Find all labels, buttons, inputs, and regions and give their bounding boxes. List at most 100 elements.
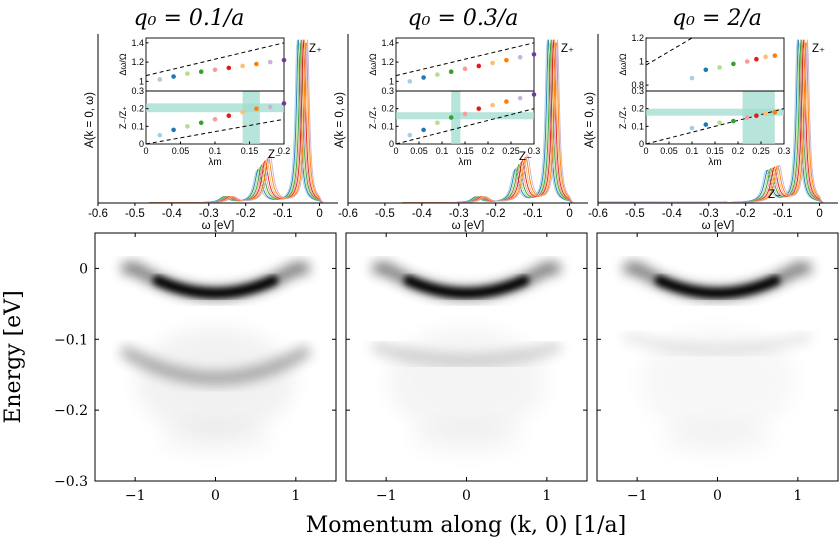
inset-xlabel: λm [458, 157, 471, 168]
x-tick-label: -0.3 [199, 208, 219, 220]
inset-shade-horizontal [646, 108, 784, 116]
heatmap-continuum-low [660, 421, 776, 456]
heatmap-x-tick-label: 1 [291, 488, 300, 504]
heatmap-ylabel: Energy [eV] [1, 290, 26, 423]
inset-point-bottom [185, 124, 190, 129]
inset-bottom-y-tick-label: 0.3 [631, 86, 644, 96]
spectral-xlabel-3: ω [eV] [702, 220, 735, 232]
inset-3: 0 0.05 0.1 0.15 0.2 0.25 0.3 λm 0.8 1 1.2 0 0.1 0.2 0.… [618, 33, 790, 168]
heatmap-y-tick-label: −0.3 [54, 474, 88, 490]
x-tick-label: -0.6 [88, 208, 108, 220]
panel-title-2: q₀ = 0.3/a [408, 6, 519, 31]
spectral-curve [598, 39, 838, 204]
inset-x-tick-label: 0.1 [209, 146, 222, 156]
inset-point-top [490, 60, 495, 66]
x-tick-label: 0 [566, 208, 572, 220]
inset-x-tick-label: 0.05 [410, 146, 428, 156]
inset-bottom-y-tick-label: 0.1 [381, 121, 394, 131]
inset-bottom-y-tick-label: 0 [389, 139, 394, 149]
inset-point-top [504, 57, 509, 63]
inset-point-bottom [267, 104, 273, 110]
heatmap-xlabel: Momentum along (k, 0) [1/a] [306, 513, 627, 538]
heatmap-replica-band [622, 330, 813, 357]
inset-point-bottom [435, 120, 440, 126]
inset-bottom-y-tick-label: 0.3 [381, 86, 394, 96]
inset-point-top [435, 72, 440, 77]
inset-top-ylabel: Δω/Ω [118, 53, 128, 76]
inset-point-top [476, 63, 482, 69]
inset-point-bottom [198, 120, 204, 126]
inset-bottom-y-tick-label: 0.2 [381, 104, 394, 114]
heatmap-main-band [403, 275, 530, 299]
heatmap-x-tick-label: 1 [793, 488, 802, 504]
inset-bottom-dashed-line [395, 108, 535, 145]
heatmap-replica-band [371, 341, 562, 368]
inset-point-top [212, 67, 218, 73]
inset-point-top [185, 71, 190, 76]
x-tick-label: -0.1 [773, 208, 793, 220]
inset-point-bottom [171, 127, 176, 133]
inset-point-bottom [703, 122, 709, 127]
inset-x-tick-label: 0 [643, 146, 648, 156]
inset-x-tick-label: 0 [143, 146, 148, 156]
inset-top-dashed-line [145, 42, 285, 77]
inset-point-top [171, 74, 176, 79]
heatmap-x-tick-label: −1 [376, 488, 397, 504]
spectral-ylabel-3: A(k = 0, ω) [584, 92, 596, 148]
inset-top-ylabel: Δω/Ω [618, 53, 628, 76]
peak-label-zplus-2: Z₊ [561, 43, 574, 55]
inset-point-bottom [689, 125, 695, 131]
inset-point-top [267, 59, 273, 65]
inset-shade-vertical [242, 91, 260, 144]
x-tick-label: -0.5 [625, 208, 645, 220]
inset-point-bottom [476, 106, 482, 111]
inset-bottom-y-tick-label: 0.3 [131, 86, 144, 96]
spectral-xlabel-1: ω [eV] [202, 220, 235, 232]
x-tick-label: -0.2 [236, 208, 256, 220]
inset-point-bottom [763, 111, 768, 117]
inset-bottom-ylabel: Z₋/Z₊ [368, 106, 378, 129]
inset-bottom-y-tick-label: 0.2 [631, 104, 644, 114]
inset-bottom-y-tick-label: 0 [639, 139, 644, 149]
inset-bottom-dashed-line [645, 108, 785, 145]
inset-top-y-tick-label: 1.2 [381, 57, 394, 67]
inset-x-tick-label: 0.05 [172, 146, 190, 156]
inset-point-top [226, 65, 232, 71]
inset-point-bottom [754, 113, 759, 119]
heatmap-y-tick-label: −0.2 [54, 403, 88, 419]
spectral-xticks-2: -0.6 -0.5 -0.4 -0.3 -0.2 -0.1 0 [338, 203, 573, 220]
spectral-panel-2: -0.6 -0.5 -0.4 -0.3 -0.2 -0.1 0 ω [eV] A(k = 0… [334, 34, 588, 232]
heatmap-continuum-low [409, 421, 525, 456]
inset-x-tick-label: 0.15 [456, 146, 474, 156]
inset-top-y-tick-label: 1.2 [631, 33, 644, 43]
inset-x-tick-label: 0.25 [502, 146, 520, 156]
inset-point-bottom [407, 132, 413, 138]
spectral-panel-3: -0.6 -0.5 -0.4 -0.3 -0.2 -0.1 0 ω [eV] A(k = 0… [584, 33, 838, 232]
inset-x-tick-label: 0.25 [752, 146, 770, 156]
heatmap-panel-1 [94, 232, 337, 482]
inset-point-top [689, 75, 695, 81]
x-tick-label: -0.1 [273, 208, 293, 220]
panel-title-1: q₀ = 0.1/a [134, 6, 245, 31]
inset-shade-horizontal [146, 103, 284, 113]
heatmap-x-tick-label: 1 [542, 488, 551, 504]
inset-top-dashed-line [645, 37, 693, 66]
peak-label-zplus-3: Z₊ [812, 43, 825, 55]
inset-x-tick-label: 0.1 [686, 146, 699, 156]
spectral-curves-3 [598, 39, 838, 204]
x-tick-label: -0.6 [338, 208, 358, 220]
heatmap-main-band [152, 275, 279, 299]
heatmap-intensity-3 [622, 262, 813, 456]
inset-x-tick-label: 0.15 [706, 146, 724, 156]
inset-2: 0 0.05 0.1 0.15 0.2 0.25 0.3 λm 1 1.2 1.4 0 0.1 0.2 0.… [368, 37, 540, 168]
peak-label-zminus-1: Z₋ [268, 149, 281, 161]
inset-bottom-dashed-line [145, 118, 285, 145]
inset-point-top [198, 69, 204, 75]
inset-point-bottom [490, 102, 495, 108]
inset-point-bottom [462, 111, 468, 117]
inset-top-ylabel: Δω/Ω [368, 53, 378, 76]
heatmap-panel-3 [596, 232, 839, 482]
inset-point-bottom [254, 106, 259, 111]
x-tick-label: -0.3 [449, 208, 469, 220]
inset-top-dashed-line [395, 42, 535, 77]
